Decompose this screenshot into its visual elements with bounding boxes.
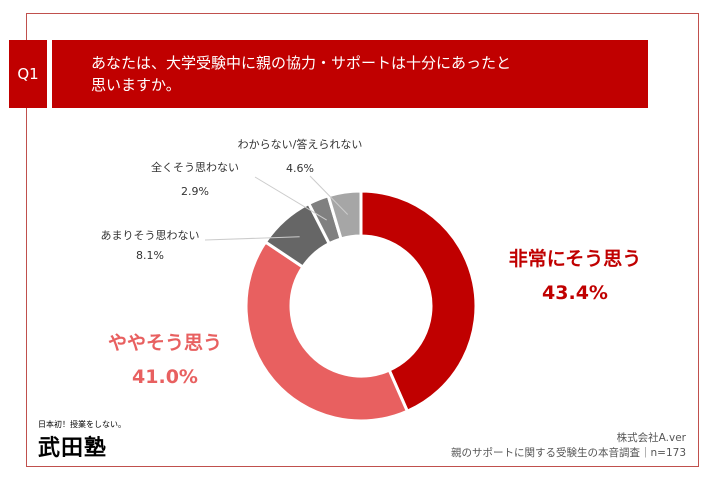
chart-frame — [26, 13, 699, 467]
leader-line-3 — [254, 176, 327, 221]
leader-line-2 — [204, 236, 300, 241]
category-label: 全くそう思わない — [151, 161, 239, 174]
value-label: 43.4% — [542, 282, 608, 304]
label-somewhat-agree: ややそう思う 41.0% — [70, 326, 260, 394]
label-not-much: あまりそう思わない 8.1% — [80, 226, 220, 266]
label-very-agree: 非常にそう思う 43.4% — [480, 242, 670, 310]
value-label: 4.6% — [286, 162, 314, 175]
question-number: Q1 — [9, 40, 47, 108]
footer-company: 株式会社A.ver — [616, 432, 686, 444]
takedajuku-logo: 日本初！授業をしない。 武田塾 — [38, 419, 126, 462]
value-label: 8.1% — [136, 249, 164, 262]
logo-tagline: 日本初！授業をしない。 — [38, 420, 126, 429]
label-unknown: わからない/答えられない 4.6% — [225, 133, 375, 181]
value-label: 41.0% — [132, 366, 198, 388]
logo-name: 武田塾 — [38, 435, 108, 461]
category-label: わからない/答えられない — [237, 138, 363, 151]
slice-0 — [359, 189, 478, 414]
category-label: ややそう思う — [107, 332, 222, 354]
category-label: 非常にそう思う — [508, 248, 642, 270]
value-label: 2.9% — [181, 185, 209, 198]
slice-1 — [244, 239, 410, 423]
category-label: あまりそう思わない — [100, 229, 200, 242]
footer-survey: 親のサポートに関する受験生の本音調査｜n=173 — [451, 447, 686, 459]
leader-line-4 — [309, 175, 349, 215]
question-title: あなたは、大学受験中に親の協力・サポートは十分にあったと 思いますか。 — [52, 40, 648, 108]
label-not-at-all: 全くそう思わない 2.9% — [130, 156, 260, 204]
